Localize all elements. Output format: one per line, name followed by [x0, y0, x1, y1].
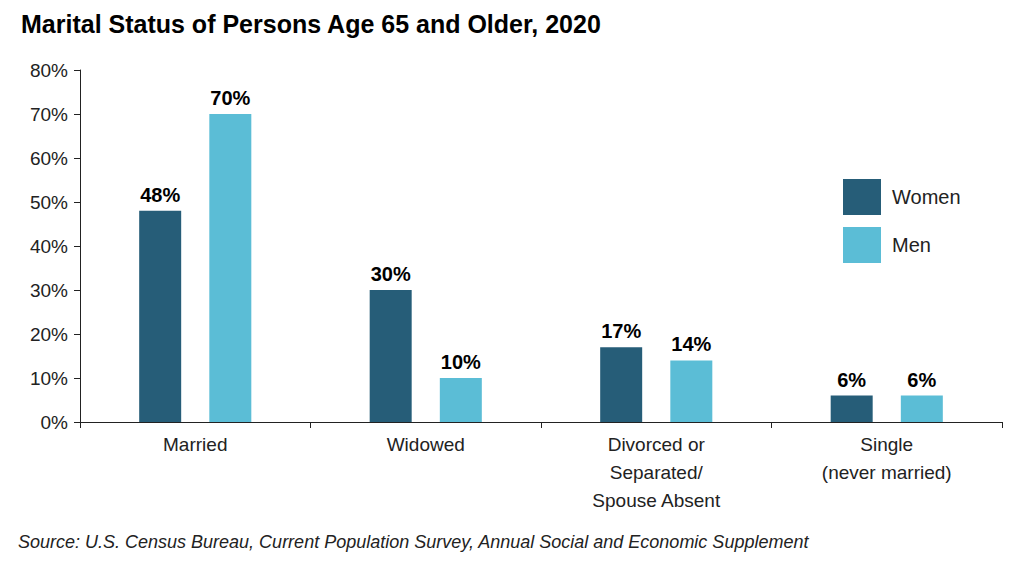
svg-text:Widowed: Widowed [387, 434, 465, 455]
svg-text:70%: 70% [30, 104, 68, 125]
svg-text:30%: 30% [371, 263, 411, 285]
svg-text:10%: 10% [441, 351, 481, 373]
svg-text:Spouse Absent: Spouse Absent [592, 490, 721, 511]
svg-text:Men: Men [892, 234, 931, 256]
svg-text:Source: U.S. Census Bureau, Cu: Source: U.S. Census Bureau, Current Popu… [18, 532, 809, 552]
svg-text:14%: 14% [671, 333, 711, 355]
svg-text:Single: Single [860, 434, 913, 455]
svg-text:Marital Status of Persons Age: Marital Status of Persons Age 65 and Old… [21, 10, 601, 38]
svg-text:48%: 48% [140, 184, 180, 206]
svg-text:0%: 0% [41, 412, 69, 433]
svg-text:Women: Women [892, 186, 961, 208]
svg-text:Divorced or: Divorced or [608, 434, 706, 455]
svg-text:40%: 40% [30, 236, 68, 257]
svg-text:6%: 6% [837, 369, 866, 391]
svg-text:30%: 30% [30, 280, 68, 301]
svg-text:Married: Married [163, 434, 227, 455]
svg-text:50%: 50% [30, 192, 68, 213]
svg-text:6%: 6% [907, 369, 936, 391]
svg-text:70%: 70% [210, 87, 250, 109]
svg-text:60%: 60% [30, 148, 68, 169]
svg-text:80%: 80% [30, 60, 68, 81]
svg-text:(never married): (never married) [822, 462, 952, 483]
svg-text:20%: 20% [30, 324, 68, 345]
svg-text:Separated/: Separated/ [610, 462, 704, 483]
svg-text:17%: 17% [601, 320, 641, 342]
svg-text:10%: 10% [30, 368, 68, 389]
